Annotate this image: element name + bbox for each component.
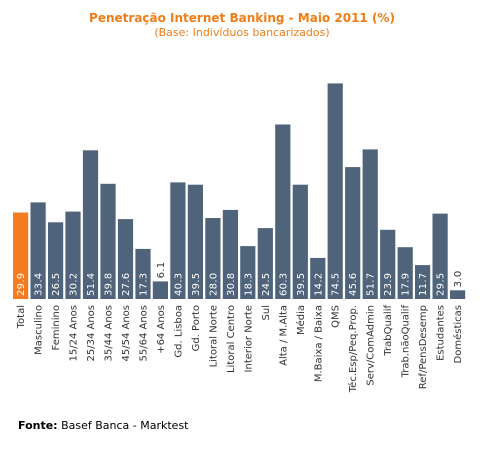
- value-label-23: 11.7: [418, 273, 429, 296]
- category-label-11: Litoral Norte: [208, 305, 219, 367]
- bar-8: [152, 281, 168, 299]
- category-label-1: Masculino: [34, 305, 45, 355]
- value-label-7: 17.3: [139, 273, 150, 296]
- chart-subtitle: (Base: Indivíduos bancarizados): [154, 26, 329, 39]
- category-label-17: M.Baixa / Baixa: [313, 305, 324, 382]
- bar-13: [240, 246, 256, 299]
- bar-25: [450, 290, 466, 299]
- value-label-19: 45.6: [348, 273, 359, 296]
- bar-11: [205, 218, 221, 299]
- bar-19: [345, 167, 361, 299]
- category-label-5: 35/44 Anos: [104, 305, 115, 362]
- bar-18: [327, 83, 343, 300]
- bar-21: [380, 229, 396, 299]
- bars-group: [13, 83, 466, 300]
- value-label-8: 6.1: [156, 262, 167, 279]
- bar-4: [82, 150, 99, 299]
- source-label: Fonte:: [18, 419, 58, 432]
- source-text: Basef Banca - Marktest: [57, 419, 189, 432]
- bar-20: [362, 149, 378, 299]
- category-label-10: Gd. Porto: [191, 305, 202, 351]
- value-label-11: 28.0: [208, 273, 219, 296]
- value-label-17: 14.2: [313, 273, 324, 296]
- category-label-23: Ref/PensDesemp: [418, 305, 429, 389]
- bar-15: [275, 124, 291, 299]
- category-label-6: 45/54 Anos: [121, 305, 132, 362]
- value-label-20: 51.7: [366, 273, 377, 296]
- bar-22: [397, 247, 413, 299]
- category-label-9: Gd. Lisboa: [173, 305, 184, 358]
- category-label-7: 55/64 Anos: [139, 305, 150, 362]
- bar-6: [117, 219, 134, 299]
- value-label-3: 30.2: [69, 273, 80, 296]
- category-label-8: +64 Anos: [156, 305, 167, 354]
- value-label-13: 18.3: [243, 273, 254, 296]
- bar-1: [30, 202, 46, 299]
- bar-24: [432, 213, 448, 299]
- value-label-14: 24.5: [261, 273, 272, 296]
- value-label-12: 30.8: [226, 273, 237, 296]
- bar-0: [13, 212, 29, 299]
- chart-title: Penetração Internet Banking - Maio 2011 …: [89, 11, 395, 25]
- value-label-24: 29.5: [436, 273, 447, 296]
- bar-2: [48, 222, 64, 299]
- value-label-18: 74.5: [331, 273, 342, 296]
- category-label-15: Alta / M.Alta: [278, 305, 289, 366]
- category-label-22: Trab.nãoQualif: [401, 305, 412, 379]
- category-label-21: TrabQualif: [383, 305, 394, 357]
- value-label-6: 27.6: [121, 273, 132, 296]
- value-label-25: 3.0: [453, 271, 464, 288]
- category-label-20: Serv/ComAdmin: [366, 305, 377, 386]
- category-label-0: Total: [16, 305, 27, 329]
- value-label-22: 17.9: [401, 273, 412, 296]
- value-label-15: 60.3: [278, 273, 289, 296]
- category-label-18: QMS: [331, 305, 342, 328]
- bar-14: [257, 228, 273, 299]
- value-label-9: 40.3: [173, 273, 184, 296]
- category-label-13: Interior Norte: [243, 305, 254, 372]
- category-label-4: 25/34 Anos: [86, 305, 97, 362]
- category-label-19: Téc.Esp/Peq.Prop.: [347, 305, 359, 393]
- value-label-21: 23.9: [383, 273, 394, 296]
- bar-17: [310, 257, 326, 299]
- category-label-12: Litoral Centro: [226, 305, 237, 373]
- category-label-16: Média: [295, 305, 307, 335]
- value-label-4: 51.4: [86, 273, 97, 296]
- category-label-2: Feminino: [51, 305, 62, 350]
- value-label-1: 33.4: [34, 273, 45, 296]
- bar-3: [65, 211, 81, 299]
- category-label-24: Estudantes: [436, 305, 447, 361]
- bar-23: [415, 265, 431, 299]
- category-labels-group: Total Masculino Feminino 15/24 Anos 25/34 An…: [16, 305, 464, 394]
- bar-12: [222, 209, 238, 299]
- value-labels-group: 29.9 33.4 26.5 30.2 51.4 39.8 27.6 17.3 6.1 40.3 3…: [16, 262, 464, 296]
- value-label-10: 39.5: [191, 273, 202, 296]
- bar-5: [100, 183, 116, 299]
- category-label-3: 15/24 Anos: [69, 305, 80, 362]
- value-label-16: 39.5: [296, 273, 307, 296]
- bar-7: [135, 248, 151, 299]
- bar-10: [187, 184, 203, 299]
- bar-9: [170, 182, 186, 299]
- value-label-0: 29.9: [16, 273, 27, 296]
- bar-16: [292, 184, 308, 299]
- category-label-25: Domésticas: [452, 305, 464, 363]
- value-label-2: 26.5: [51, 273, 62, 296]
- source-note: Fonte: Basef Banca - Marktest: [18, 419, 189, 432]
- category-label-14: Sul: [261, 305, 272, 320]
- value-label-5: 39.8: [104, 273, 115, 296]
